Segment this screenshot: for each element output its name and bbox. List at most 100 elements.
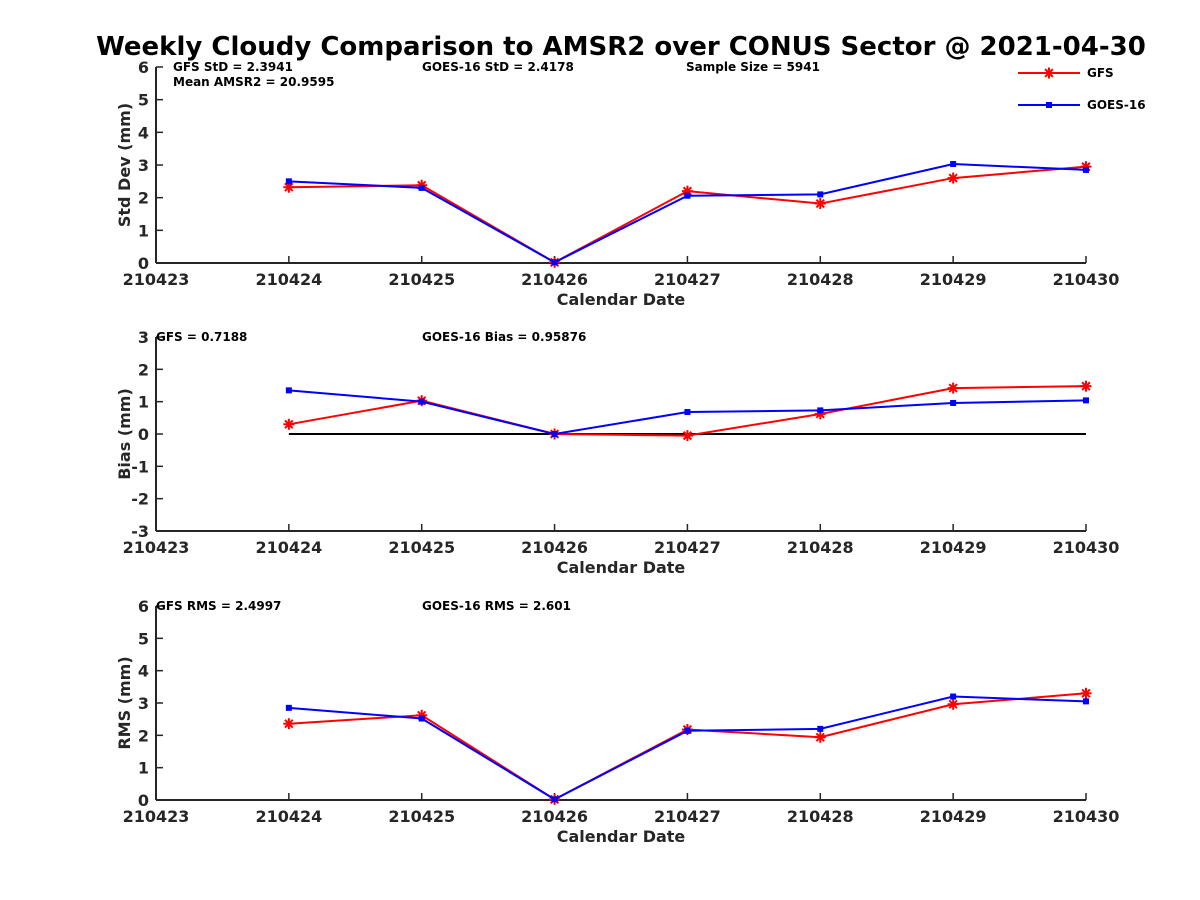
rms-goes-16-point (551, 796, 558, 803)
bias-x-tick-label: 210428 (787, 538, 854, 557)
rms-x-tick-label: 210430 (1053, 807, 1120, 826)
bias-goes-16-point (285, 387, 292, 394)
std-dev-goes-16-point (1083, 166, 1089, 173)
legend-marker-goes-16 (1046, 102, 1052, 108)
rms-annotation: GFS RMS = 2.4997 (156, 599, 281, 613)
bias-y-tick-label: 3 (138, 328, 149, 347)
bias-x-tick-label: 210429 (920, 538, 987, 557)
rms-goes-16-point (285, 704, 292, 711)
bias-y-tick-label: 1 (138, 393, 149, 412)
std-dev-x-tick-label: 210428 (787, 270, 854, 289)
rms-x-tick-label: 210429 (920, 807, 987, 826)
std-dev-gfs-line (288, 165, 1087, 264)
bias-goes-16-point (684, 409, 691, 416)
bias-x-tick-label: 210427 (654, 538, 721, 557)
std-dev-x-tick-label: 210430 (1053, 270, 1120, 289)
rms-x-tick-label: 210427 (654, 807, 721, 826)
rms-y-tick-label: 2 (138, 726, 149, 745)
std-dev-y-tick-label: 3 (138, 156, 149, 175)
std-dev-y-tick-label: 0 (138, 254, 149, 273)
std-dev-x-tick-label: 210425 (388, 270, 455, 289)
std-dev-goes-16-point (285, 178, 292, 185)
std-dev-x-tick-label: 210429 (920, 270, 987, 289)
bias-panel: 210423 210424 210425 210426 210427 210428 2104… (115, 328, 1119, 577)
rms-annotation: GOES-16 RMS = 2.601 (422, 599, 571, 613)
rms-goes-16-point (950, 693, 957, 700)
bias-goes-16-point (418, 398, 425, 405)
std-dev-goes-16-point (950, 161, 957, 168)
bias-y-tick-label: 0 (138, 425, 149, 444)
rms-gfs-point (283, 718, 295, 730)
bias-y-axis-label: Bias (mm) (115, 388, 134, 480)
rms-x-tick-label: 210423 (123, 807, 190, 826)
rms-gfs-point (814, 731, 826, 743)
std-dev-annotation: Sample Size = 5941 (686, 60, 820, 74)
bias-x-tick-label: 210423 (123, 538, 190, 557)
rms-panel: 210423 210424 210425 210426 210427 210428 2104… (115, 597, 1119, 846)
std-dev-annotation: GOES-16 StD = 2.4178 (422, 60, 574, 74)
legend-marker-gfs (1043, 67, 1055, 79)
rms-x-axis-label: Calendar Date (557, 827, 686, 846)
std-dev-goes-16-point (684, 192, 691, 199)
bias-gfs-point (947, 382, 959, 394)
bias-goes-16-point (950, 399, 957, 406)
bias-goes-16-point (551, 431, 558, 437)
std-dev-annotation: GFS StD = 2.3941 (173, 60, 293, 74)
std-dev-goes-16-point (551, 259, 558, 266)
std-dev-goes-16-line (288, 163, 1087, 264)
bias-goes-16-point (1083, 397, 1089, 404)
bias-x-axis-label: Calendar Date (557, 558, 686, 577)
legend-item-gfs: GFS (1018, 66, 1114, 80)
bias-y-tick-label: 2 (138, 360, 149, 379)
std-dev-gfs-point (947, 172, 959, 184)
rms-goes-16-point (817, 725, 824, 732)
rms-goes-16-point (418, 715, 425, 722)
std-dev-x-tick-label: 210427 (654, 270, 721, 289)
rms-x-tick-label: 210425 (388, 807, 455, 826)
rms-y-tick-label: 0 (138, 791, 149, 810)
std-dev-y-tick-label: 4 (138, 123, 149, 142)
bias-x-tick-label: 210424 (255, 538, 322, 557)
figure-title: Weekly Cloudy Comparison to AMSR2 over C… (96, 32, 1146, 62)
std-dev-x-axis-label: Calendar Date (557, 290, 686, 309)
std-dev-y-tick-label: 5 (138, 91, 149, 110)
rms-goes-16-point (1083, 698, 1089, 705)
std-dev-y-tick-label: 1 (138, 221, 149, 240)
rms-gfs-point (416, 709, 428, 721)
std-dev-y-tick-label: 6 (138, 58, 149, 77)
bias-y-tick-label: -1 (131, 457, 149, 476)
rms-goes-16-point (684, 727, 691, 734)
std-dev-annotation: Mean AMSR2 = 20.9595 (173, 75, 334, 89)
std-dev-gfs-point (814, 198, 826, 210)
std-dev-x-tick-label: 210426 (521, 270, 588, 289)
std-dev-y-tick-label: 2 (138, 189, 149, 208)
rms-y-tick-label: 5 (138, 629, 149, 648)
rms-gfs-line (288, 692, 1087, 801)
rms-y-tick-label: 4 (138, 662, 149, 681)
legend: GFS GOES-16 (1018, 66, 1146, 112)
bias-annotation: GOES-16 Bias = 0.95876 (422, 330, 586, 344)
legend-label-goes-16: GOES-16 (1087, 98, 1146, 112)
rms-y-tick-label: 3 (138, 694, 149, 713)
bias-gfs-point (681, 430, 693, 442)
rms-x-tick-label: 210424 (255, 807, 322, 826)
bias-x-tick-label: 210430 (1053, 538, 1120, 557)
std-dev-x-tick-label: 210423 (123, 270, 190, 289)
std-dev-goes-16-point (817, 191, 824, 198)
rms-gfs-point (947, 698, 959, 710)
bias-x-tick-label: 210425 (388, 538, 455, 557)
rms-x-tick-label: 210426 (521, 807, 588, 826)
bias-x-tick-label: 210426 (521, 538, 588, 557)
bias-y-tick-label: -3 (131, 522, 149, 541)
bias-y-tick-label: -2 (131, 490, 149, 509)
rms-y-tick-label: 1 (138, 759, 149, 778)
rms-gfs-point (1080, 687, 1092, 699)
rms-y-axis-label: RMS (mm) (115, 656, 134, 749)
rms-y-tick-label: 6 (138, 597, 149, 616)
legend-item-goes-16: GOES-16 (1018, 98, 1146, 112)
bias-annotation: GFS = 0.7188 (156, 330, 247, 344)
rms-x-tick-label: 210428 (787, 807, 854, 826)
std-dev-x-tick-label: 210424 (255, 270, 322, 289)
bias-gfs-point (1080, 380, 1092, 392)
